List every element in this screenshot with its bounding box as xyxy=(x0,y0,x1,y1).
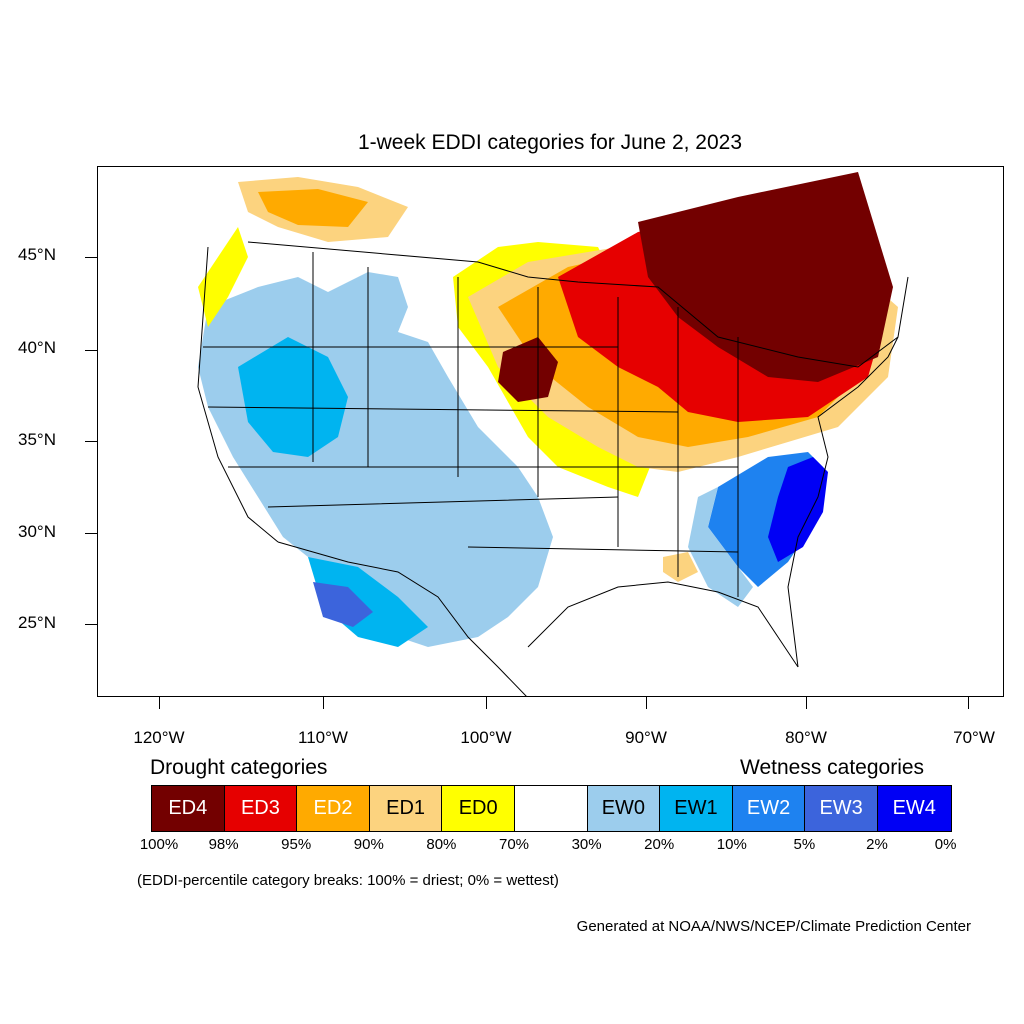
state-lines-horizontal xyxy=(203,346,739,553)
lon-label-80: 80°W xyxy=(785,728,827,747)
ew2-mexico-region xyxy=(313,582,373,627)
lat-label-40: 40°N xyxy=(18,338,56,357)
west-coast xyxy=(197,246,279,543)
lat-label-45: 45°N xyxy=(18,245,56,264)
legend-box-ed3: ED3 xyxy=(224,786,298,831)
map-title: 1-week EDDI categories for June 2, 2023 xyxy=(357,131,743,154)
lon-tick-80 xyxy=(806,697,807,709)
legend-box-ed4: ED4 xyxy=(152,786,225,831)
lon-label-110: 110°W xyxy=(298,728,348,747)
credit-line: Generated at NOAA/NWS/NCEP/Climate Predi… xyxy=(576,918,971,935)
lon-label-120: 120°W xyxy=(133,728,185,747)
wetness-regions xyxy=(198,272,828,647)
lat-tick-40 xyxy=(85,350,97,351)
boundaries xyxy=(197,241,909,696)
lat-tick-25 xyxy=(85,624,97,625)
map-panel xyxy=(97,166,1004,697)
lat-tick-35 xyxy=(85,441,97,442)
lon-label-70: 70°W xyxy=(953,728,995,747)
percent-break-label: 20% xyxy=(644,836,675,853)
lon-label-90: 90°W xyxy=(625,728,667,747)
ed0-gulf-spot xyxy=(663,552,698,582)
percent-break-label: 30% xyxy=(571,836,602,853)
ew0-southeast-edge xyxy=(688,487,753,607)
category-legend: ED4 ED3 ED2 ED1 ED0 EW0 EW1 EW2 EW3 EW4 xyxy=(151,785,952,832)
lat-label-25: 25°N xyxy=(18,613,56,632)
percent-break-label: 70% xyxy=(498,836,530,853)
lat-label-30: 30°N xyxy=(18,522,56,541)
percent-break-label: 0% xyxy=(934,836,957,853)
lat-label-35: 35°N xyxy=(18,430,56,449)
percent-break-label: 2% xyxy=(866,836,888,853)
percent-break-label: 95% xyxy=(281,836,312,853)
state-lines-vertical xyxy=(312,252,739,597)
wetness-categories-heading: Wetness categories xyxy=(740,756,925,779)
lat-tick-30 xyxy=(85,533,97,534)
drought-categories-heading: Drought categories xyxy=(150,756,328,779)
gulf-coast xyxy=(527,581,799,668)
lon-tick-70 xyxy=(968,697,969,709)
ew1-southwest-region xyxy=(308,557,428,647)
percent-break-label: 90% xyxy=(353,836,384,853)
percent-break-label: 100% xyxy=(139,836,179,853)
legend-box-ew2: EW2 xyxy=(732,786,806,831)
mexico-border xyxy=(277,541,527,696)
ed2-northwest-region xyxy=(258,189,368,227)
lon-tick-120 xyxy=(159,697,160,709)
ed4-midwest-pocket xyxy=(498,337,558,402)
category-breaks-note: (EDDI-percentile category breaks: 100% =… xyxy=(137,872,559,889)
percent-break-label: 98% xyxy=(208,836,239,853)
lon-tick-110 xyxy=(323,697,324,709)
lon-label-100: 100°W xyxy=(460,728,512,747)
legend-box-ew0: EW0 xyxy=(587,786,661,831)
legend-box-ew3: EW3 xyxy=(805,786,878,831)
percent-break-label: 5% xyxy=(793,836,816,853)
legend-box-neutral xyxy=(514,786,588,831)
legend-box-ew4: EW4 xyxy=(877,786,951,831)
lat-tick-45 xyxy=(85,257,97,258)
ew1-west-region xyxy=(238,337,348,457)
percent-break-label: 80% xyxy=(426,836,457,853)
lon-tick-90 xyxy=(646,697,647,709)
legend-box-ed1: ED1 xyxy=(369,786,443,831)
eddi-map xyxy=(197,172,909,696)
lon-tick-100 xyxy=(486,697,487,709)
drought-regions xyxy=(198,172,898,582)
legend-box-ew1: EW1 xyxy=(660,786,733,831)
ed4-great-lakes-region xyxy=(638,172,893,382)
legend-box-ed2: ED2 xyxy=(297,786,370,831)
ew4-carolina-region xyxy=(768,457,828,562)
legend-box-ed0: ED0 xyxy=(442,786,515,831)
ed0-pacific-coast xyxy=(198,227,248,327)
canada-border xyxy=(247,241,909,368)
percent-break-label: 10% xyxy=(716,836,747,853)
east-coast xyxy=(787,336,899,668)
